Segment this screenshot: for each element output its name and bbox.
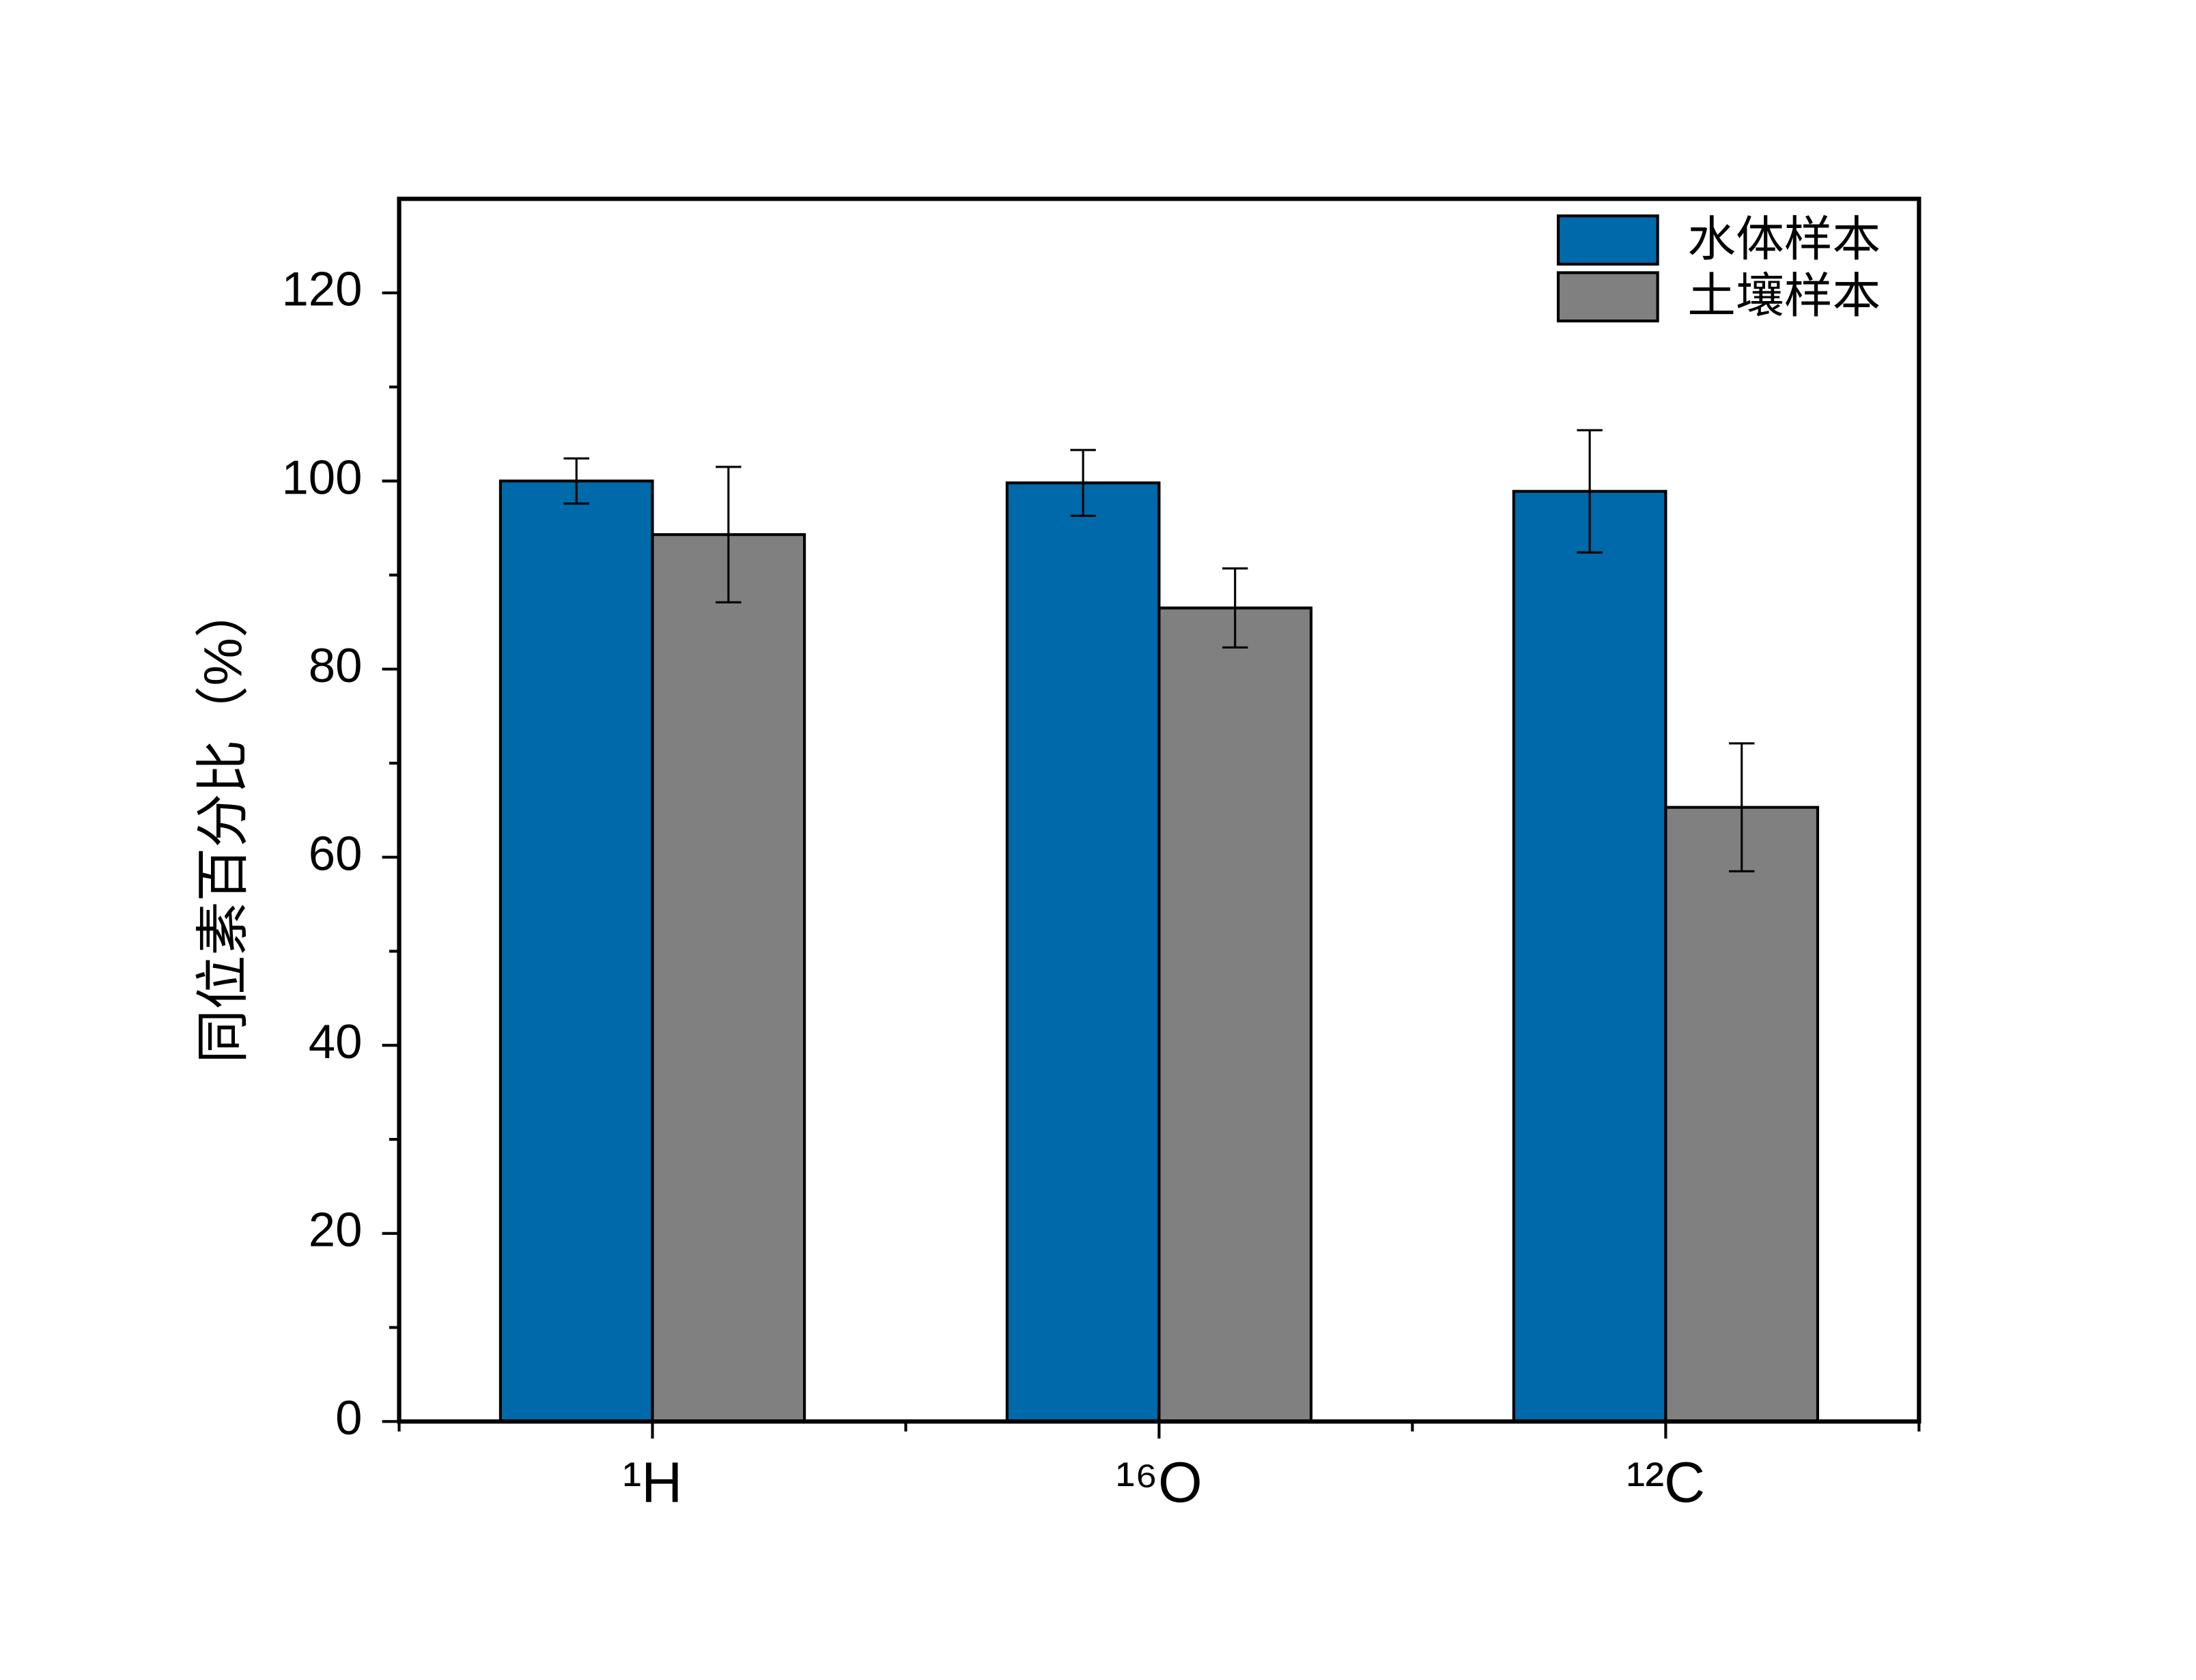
error-bar — [716, 466, 742, 603]
y-axis-label: 同位素百分比（%） — [193, 584, 253, 1064]
y-tick-label: 120 — [281, 262, 362, 316]
y-tick-label: 0 — [335, 1391, 362, 1444]
x-tick-label: ¹²C — [1627, 1451, 1705, 1514]
y-tick-label: 60 — [309, 826, 363, 880]
error-bar — [1728, 742, 1755, 872]
y-tick-label: 100 — [281, 450, 362, 504]
x-tick-label: ¹H — [623, 1451, 683, 1514]
y-tick-label: 80 — [309, 638, 363, 692]
plot-frame — [397, 197, 1922, 1424]
x-tick-label: ¹⁶O — [1116, 1451, 1202, 1514]
legend-swatch — [1556, 214, 1659, 266]
bar — [1157, 606, 1313, 1423]
y-tick-label: 40 — [309, 1014, 363, 1068]
y-tick-label: 20 — [309, 1202, 363, 1256]
bar — [651, 533, 806, 1423]
error-bar — [1222, 567, 1248, 649]
error-bar — [1577, 429, 1603, 554]
bar — [1005, 481, 1161, 1423]
bar — [1512, 489, 1667, 1423]
error-bar — [563, 457, 589, 505]
legend-label: 土壤样本 — [1687, 269, 1881, 323]
error-bar — [1070, 449, 1096, 517]
bar — [1664, 806, 1820, 1423]
bar — [498, 479, 654, 1423]
legend-label: 水体样本 — [1687, 212, 1881, 266]
legend-swatch — [1556, 271, 1659, 323]
